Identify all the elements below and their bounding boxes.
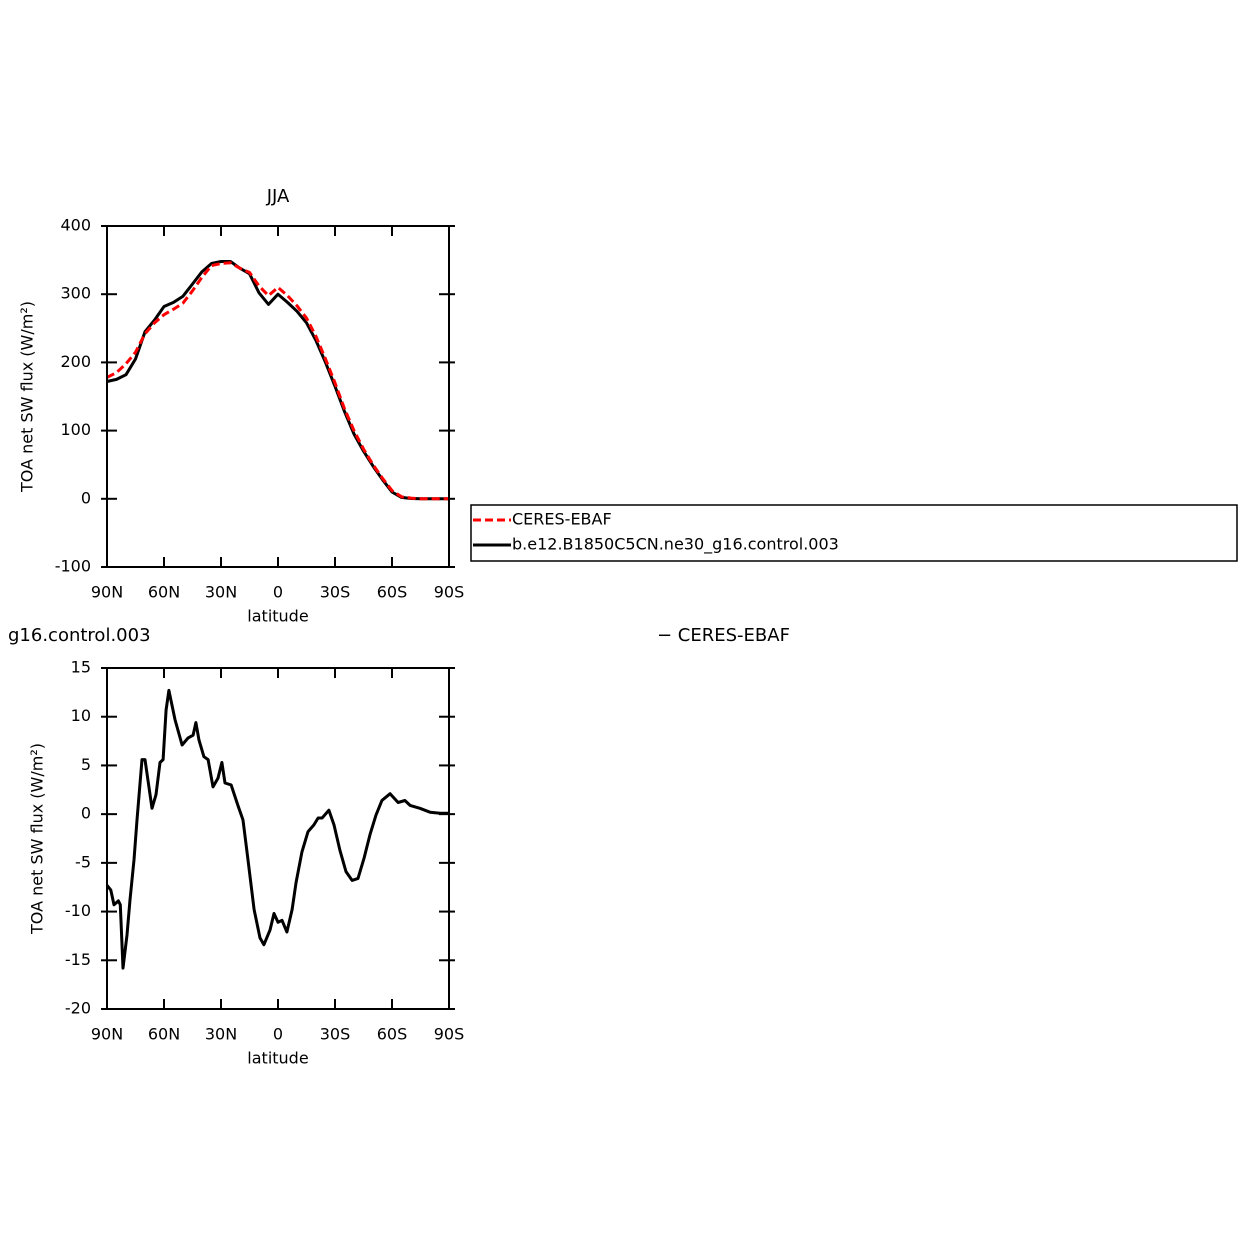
- y-tick-label: 0: [81, 488, 91, 507]
- x-tick-label: 30S: [320, 1025, 351, 1044]
- chart: g16.control.003 − CERES-EBAF latitude TOA n…: [8, 625, 790, 1068]
- chart-title: JJA: [266, 186, 290, 207]
- y-tick-label: 15: [71, 658, 91, 677]
- x-tick-label: 60N: [148, 583, 180, 602]
- x-tick-label: 90S: [434, 1025, 465, 1044]
- x-tick-label: 90N: [91, 583, 123, 602]
- x-tick-label: 90N: [91, 1025, 123, 1044]
- x-tick-label: 30N: [205, 1025, 237, 1044]
- y-tick-label: -10: [65, 901, 91, 920]
- plot-frame: [106, 225, 450, 568]
- legend: CERES-EBAF b.e12.B1850C5CN.ne30_g16.contr…: [470, 504, 1238, 562]
- plot-frame: [106, 667, 450, 1010]
- legend-label: CERES-EBAF: [512, 510, 612, 529]
- x-tick-label: 0: [273, 583, 283, 602]
- x-axis-label: latitude: [247, 1049, 308, 1068]
- y-tick-label: -20: [65, 999, 91, 1018]
- x-tick-label: 60N: [148, 1025, 180, 1044]
- x-tick-label: 30S: [320, 583, 351, 602]
- y-tick-label: -5: [75, 852, 91, 871]
- y-axis-label: TOA net SW flux (W/m²): [18, 301, 37, 493]
- y-tick-label: 0: [81, 804, 91, 823]
- y-tick-label: 300: [60, 284, 91, 303]
- y-tick-label: 400: [60, 216, 91, 235]
- y-tick-label: 200: [60, 352, 91, 371]
- chart: JJA latitude TOA net SW flux (W/m²) 90N 60N 3…: [18, 186, 1238, 626]
- legend-box: [470, 504, 1238, 562]
- y-tick-label: 100: [60, 420, 91, 439]
- legend-label: b.e12.B1850C5CN.ne30_g16.control.003: [512, 535, 839, 555]
- x-tick-label: 90S: [434, 583, 465, 602]
- x-axis-label: latitude: [247, 607, 308, 626]
- y-tick-label: -100: [55, 557, 91, 576]
- data-line: [106, 261, 449, 501]
- x-tick-label: 0: [273, 1025, 283, 1044]
- x-tick-label: 60S: [377, 583, 408, 602]
- chart-title: g16.control.003: [8, 625, 151, 646]
- chart-title-right: − CERES-EBAF: [657, 625, 790, 646]
- y-axis-label: TOA net SW flux (W/m²): [28, 743, 47, 935]
- data-line: [105, 688, 449, 970]
- y-tick-label: 10: [71, 706, 91, 725]
- x-tick-label: 60S: [377, 1025, 408, 1044]
- y-tick-label: 5: [81, 755, 91, 774]
- y-tick-label: -15: [65, 950, 91, 969]
- data-line: [106, 260, 449, 501]
- x-tick-label: 30N: [205, 583, 237, 602]
